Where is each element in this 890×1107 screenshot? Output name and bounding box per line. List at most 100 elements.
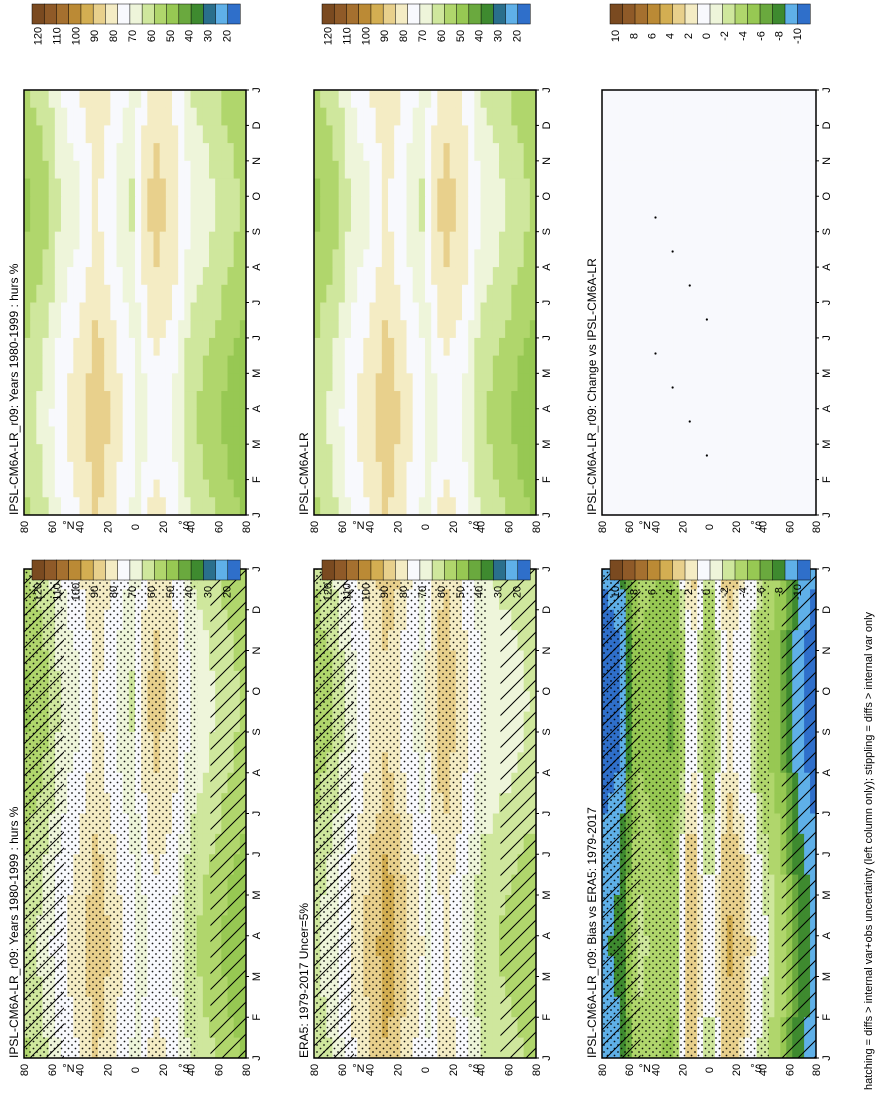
month-tick-label: S — [541, 728, 553, 735]
heat-cell — [141, 179, 148, 197]
heat-cell — [388, 303, 395, 321]
heat-cell — [326, 285, 333, 303]
heat-cell — [351, 497, 358, 515]
heat-cell — [487, 373, 494, 391]
heat-cell — [117, 497, 124, 515]
heat-cell — [333, 409, 340, 427]
heat-cell — [518, 409, 525, 427]
heat-cell — [394, 179, 401, 197]
heat-cell — [333, 125, 340, 143]
heat-cell — [129, 444, 136, 462]
month-tick-label: M — [541, 972, 553, 981]
heat-cell — [314, 143, 321, 161]
heat-cell — [351, 480, 358, 498]
heat-cell — [493, 462, 500, 480]
colorbar-swatch — [130, 560, 143, 580]
heat-cell — [333, 497, 340, 515]
heat-cell — [462, 391, 469, 409]
heat-cell — [110, 356, 117, 374]
heat-cell — [363, 196, 370, 214]
lat-tick-label: 20 — [448, 521, 460, 533]
heat-cell — [191, 196, 198, 214]
heat-cell — [400, 373, 407, 391]
colorbar-label: 8 — [628, 589, 640, 595]
heat-cell — [191, 338, 198, 356]
heat-cell — [203, 732, 210, 753]
heat-cell — [160, 391, 167, 409]
heat-cell — [110, 444, 117, 462]
heat-cell — [450, 161, 457, 179]
heat-cell — [221, 196, 228, 214]
heat-cell — [92, 179, 99, 197]
heat-cell — [487, 610, 494, 631]
heat-cell — [73, 196, 80, 214]
heat-cell — [141, 303, 148, 321]
heat-cell — [407, 108, 414, 126]
heat-cell — [215, 444, 222, 462]
heat-cell — [425, 303, 432, 321]
heat-cell — [221, 249, 228, 267]
lat-tick-label: 0 — [130, 524, 142, 530]
heat-cell — [487, 691, 494, 712]
month-tick-label: O — [251, 192, 263, 201]
heat-cell — [30, 125, 37, 143]
heat-cell — [400, 480, 407, 498]
heat-cell — [487, 125, 494, 143]
month-tick-label: O — [541, 687, 553, 696]
heat-cell — [524, 249, 531, 267]
heat-cell — [333, 338, 340, 356]
colorbar-swatch — [785, 560, 798, 580]
heat-cell — [43, 480, 50, 498]
heat-cell — [774, 895, 780, 916]
heat-cell — [73, 409, 80, 427]
heat-cell — [339, 320, 346, 338]
heat-cell — [518, 179, 525, 197]
heat-cell — [86, 232, 93, 250]
heat-cell — [493, 793, 500, 814]
heat-cell — [73, 338, 80, 356]
heat-cell — [407, 462, 414, 480]
heat-cell — [314, 426, 321, 444]
heat-cell — [55, 143, 62, 161]
colorbar-swatch — [660, 560, 673, 580]
heat-cell — [154, 161, 161, 179]
heat-cell — [154, 320, 161, 338]
colorbar-label: 80 — [108, 586, 120, 598]
heat-cell — [314, 179, 321, 197]
heat-cell — [493, 997, 500, 1018]
heat-cell — [339, 179, 346, 197]
heat-cell — [437, 214, 444, 232]
heat-cell — [456, 108, 463, 126]
heat-cell — [135, 143, 142, 161]
heat-cell — [203, 462, 210, 480]
heat-cell — [209, 409, 216, 427]
heat-cell — [370, 108, 377, 126]
heat-cell — [61, 426, 68, 444]
heat-cell — [117, 249, 124, 267]
heat-cell — [370, 196, 377, 214]
heat-cell — [160, 356, 167, 374]
heat-cell — [333, 214, 340, 232]
heat-cell — [351, 426, 358, 444]
heat-cell — [135, 338, 142, 356]
heat-cell — [73, 426, 80, 444]
heat-cell — [98, 161, 105, 179]
heat-cell — [215, 497, 222, 515]
heat-cell — [160, 462, 167, 480]
heat-cell — [98, 497, 105, 515]
heat-cell — [456, 161, 463, 179]
heat-cell — [333, 285, 340, 303]
heat-cell — [511, 143, 518, 161]
heat-cell — [209, 480, 216, 498]
lat-tick-label: 80 — [19, 521, 31, 533]
heat-cell — [431, 161, 438, 179]
heat-cell — [780, 214, 786, 232]
heat-cell — [36, 320, 43, 338]
heat-cell — [511, 196, 518, 214]
heat-cell — [215, 179, 222, 197]
heat-cell — [774, 214, 780, 232]
heat-cell — [172, 391, 179, 409]
heat-cell — [80, 285, 87, 303]
heat-cell — [184, 338, 191, 356]
